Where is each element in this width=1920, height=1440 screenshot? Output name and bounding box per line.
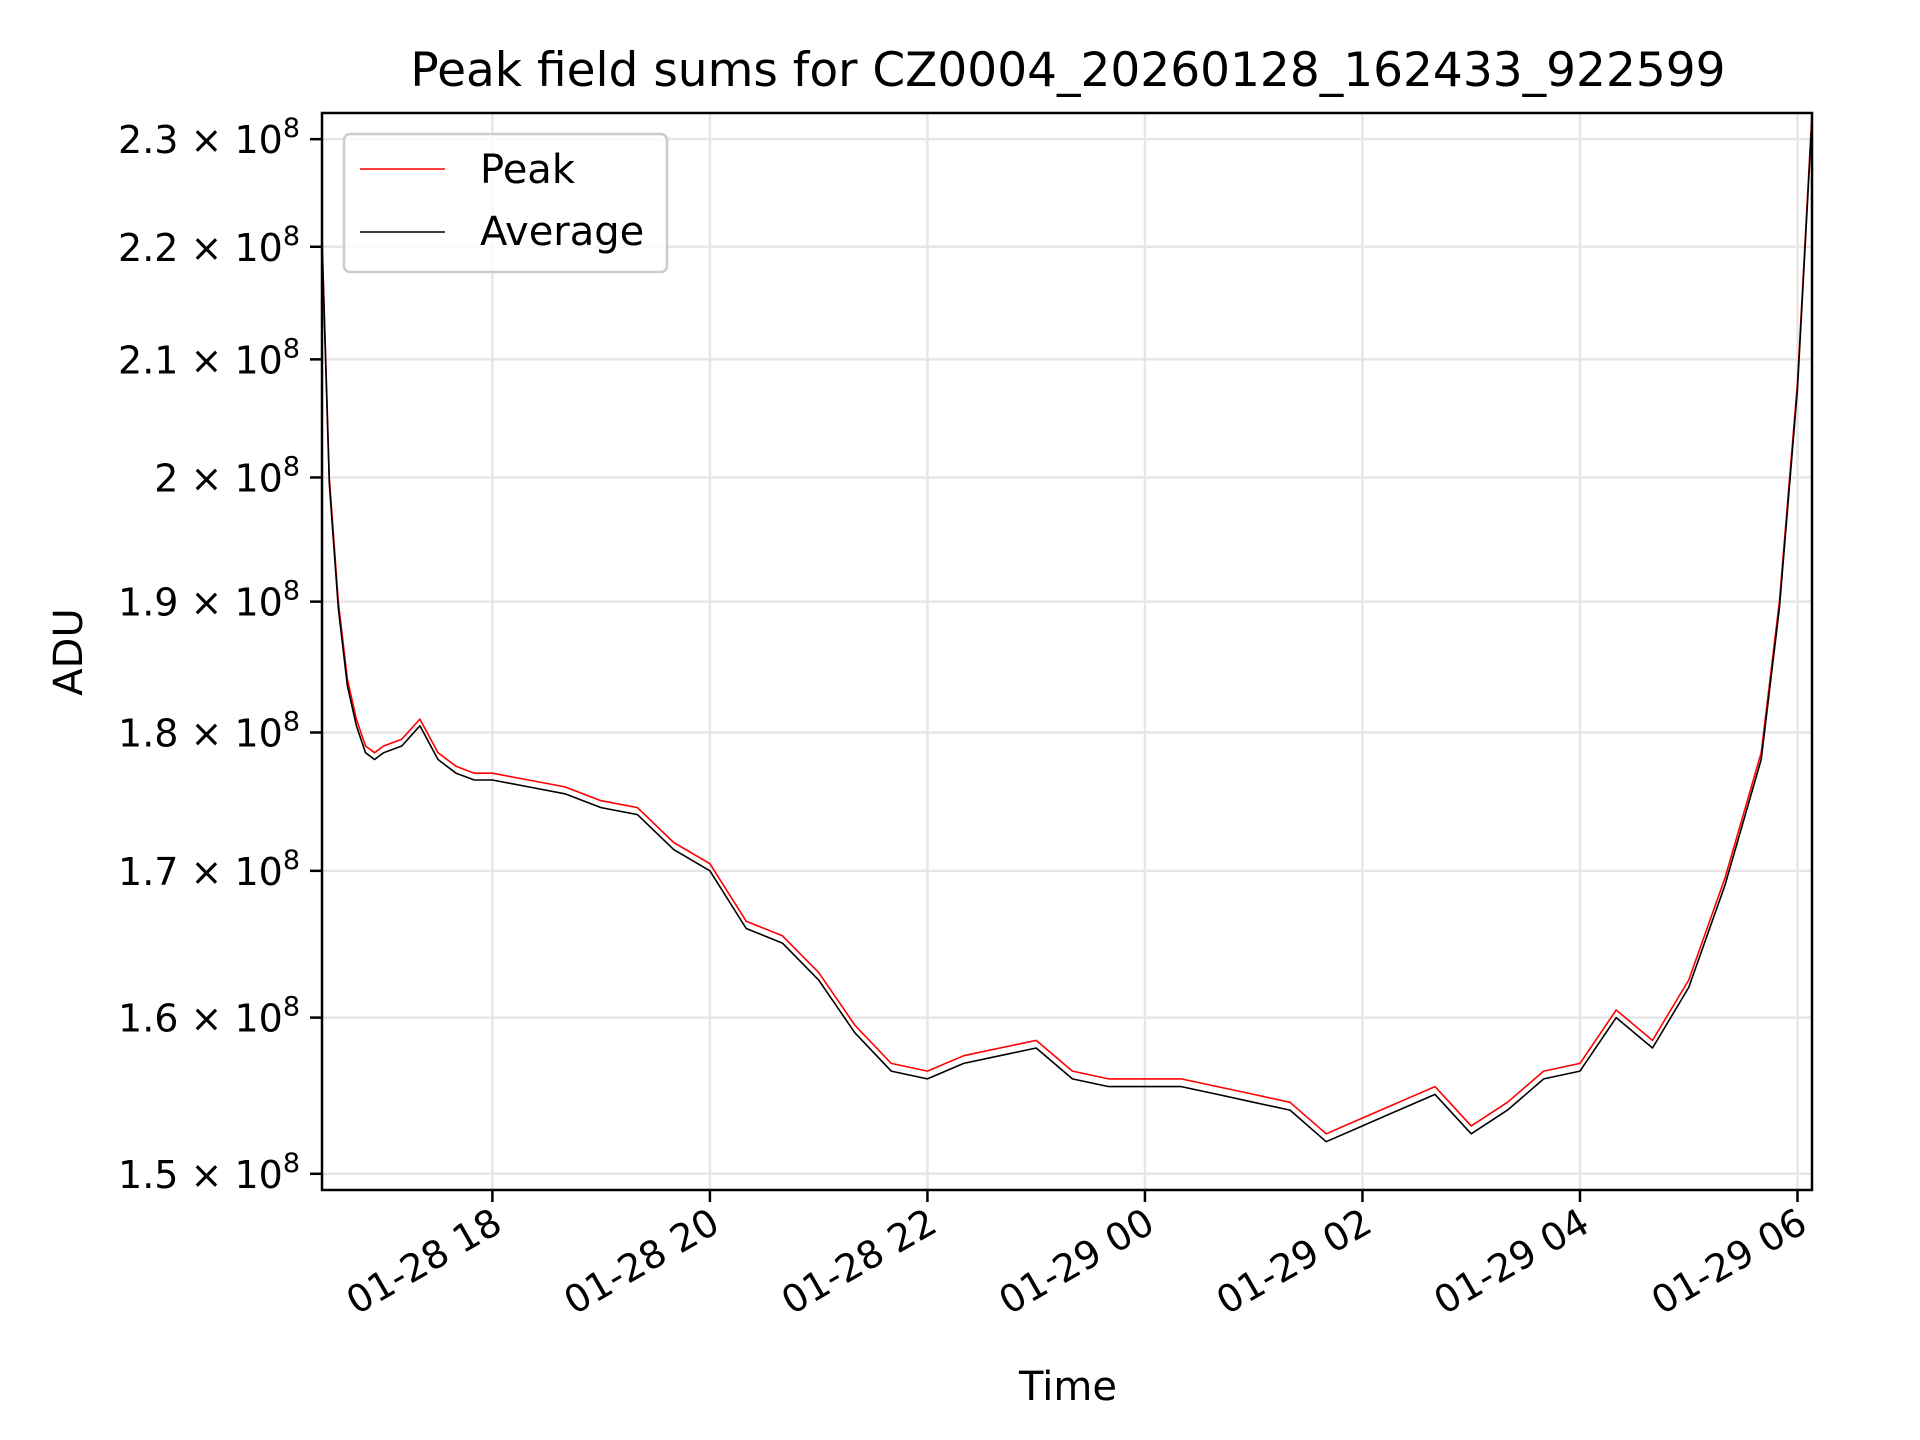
y-tick-exponent: 8 [283, 845, 300, 876]
y-tick-exponent: 8 [283, 451, 300, 482]
y-tick-mantissa: 2.1 [118, 338, 178, 382]
y-tick-label: 1.6 × 108 [118, 992, 300, 1041]
y-tick-base: 10 [234, 850, 282, 894]
series-line-average [322, 118, 1812, 1143]
y-tick-exponent: 8 [283, 576, 300, 607]
chart-title: Peak field sums for CZ0004_20260128_1624… [410, 43, 1725, 98]
y-tick-base: 10 [234, 997, 282, 1041]
legend-label-peak: Peak [480, 147, 576, 193]
series-layer [322, 113, 1812, 1143]
y-tick-exponent: 8 [283, 992, 300, 1023]
y-tick-label: 1.5 × 108 [118, 1148, 300, 1197]
y-tick-times: × [178, 581, 234, 625]
y-tick-times: × [178, 1153, 234, 1197]
y-tick-mantissa: 2.2 [118, 226, 178, 270]
y-tick-mantissa: 1.8 [118, 711, 178, 755]
y-tick-exponent: 8 [283, 221, 300, 252]
y-tick-label: 1.9 × 108 [118, 576, 300, 625]
y-tick-exponent: 8 [283, 333, 300, 364]
y-tick-exponent: 8 [283, 113, 300, 144]
y-tick-label: 2.1 × 108 [118, 333, 300, 382]
y-tick-base: 10 [234, 118, 282, 162]
y-tick-exponent: 8 [283, 1148, 300, 1179]
y-tick-label: 2.3 × 108 [118, 113, 300, 162]
y-tick-base: 10 [234, 456, 282, 500]
y-tick-mantissa: 2.3 [118, 118, 178, 162]
y-tick-label: 2.2 × 108 [118, 221, 300, 270]
y-axis-label: ADU [46, 608, 92, 695]
y-tick-label: 1.8 × 108 [118, 706, 300, 755]
legend-label-average: Average [480, 209, 644, 255]
legend: Peak Average [342, 132, 669, 274]
grid [322, 113, 1812, 1190]
y-tick-label: 1.7 × 108 [118, 845, 300, 894]
y-tick-times: × [178, 226, 234, 270]
y-tick-mantissa: 1.7 [118, 850, 178, 894]
y-tick-exponent: 8 [283, 706, 300, 737]
y-tick-label: 2 × 108 [154, 451, 300, 500]
y-tick-base: 10 [234, 711, 282, 755]
y-tick-base: 10 [234, 1153, 282, 1197]
series-line-peak [322, 113, 1812, 1135]
plot-area-frame [320, 111, 1814, 1192]
y-tick-times: × [178, 997, 234, 1041]
y-tick-mantissa: 2 [154, 456, 178, 500]
y-tick-times: × [178, 711, 234, 755]
y-tick-mantissa: 1.5 [118, 1153, 178, 1197]
y-tick-mantissa: 1.9 [118, 581, 178, 625]
y-tick-times: × [178, 850, 234, 894]
x-axis-label: Time [1018, 1364, 1117, 1410]
y-tick-base: 10 [234, 226, 282, 270]
y-tick-base: 10 [234, 581, 282, 625]
y-tick-times: × [178, 118, 234, 162]
y-tick-times: × [178, 338, 234, 382]
y-tick-base: 10 [234, 338, 282, 382]
y-tick-mantissa: 1.6 [118, 997, 178, 1041]
y-tick-times: × [178, 456, 234, 500]
